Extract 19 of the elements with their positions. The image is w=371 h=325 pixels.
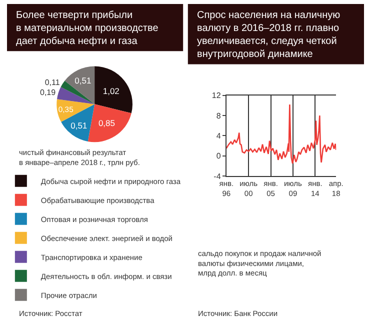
y-tick-label: 8 bbox=[216, 111, 222, 120]
y-tick-label: 12 bbox=[212, 91, 222, 100]
pie-slice bbox=[56, 99, 95, 122]
pie-slice bbox=[64, 66, 95, 104]
pie-slice bbox=[56, 86, 95, 104]
y-tick-label: 0 bbox=[216, 152, 222, 161]
data-label: 0,51 bbox=[70, 120, 88, 130]
data-label: 0,85 bbox=[98, 118, 116, 128]
y-tick-label: 4 bbox=[216, 132, 222, 141]
y-tick-label: -4 bbox=[214, 172, 222, 181]
pie-slice bbox=[88, 104, 132, 142]
data-label: 0,11 bbox=[44, 78, 60, 87]
line-series bbox=[226, 104, 336, 164]
chart-title: Более четверти прибыли в материальном производстве дает добыча нефти и газа bbox=[16, 10, 159, 47]
pie-slice bbox=[94, 66, 132, 114]
data-label: 0,19 bbox=[40, 88, 56, 97]
data-label: 0,51 bbox=[74, 75, 92, 86]
chart-title: Спрос населения на наличную валюту в 2016–2018 гг. плавно увеличивается, следуя четкой внутригодовой динамике bbox=[197, 10, 341, 60]
data-label: 1,02 bbox=[102, 86, 120, 96]
